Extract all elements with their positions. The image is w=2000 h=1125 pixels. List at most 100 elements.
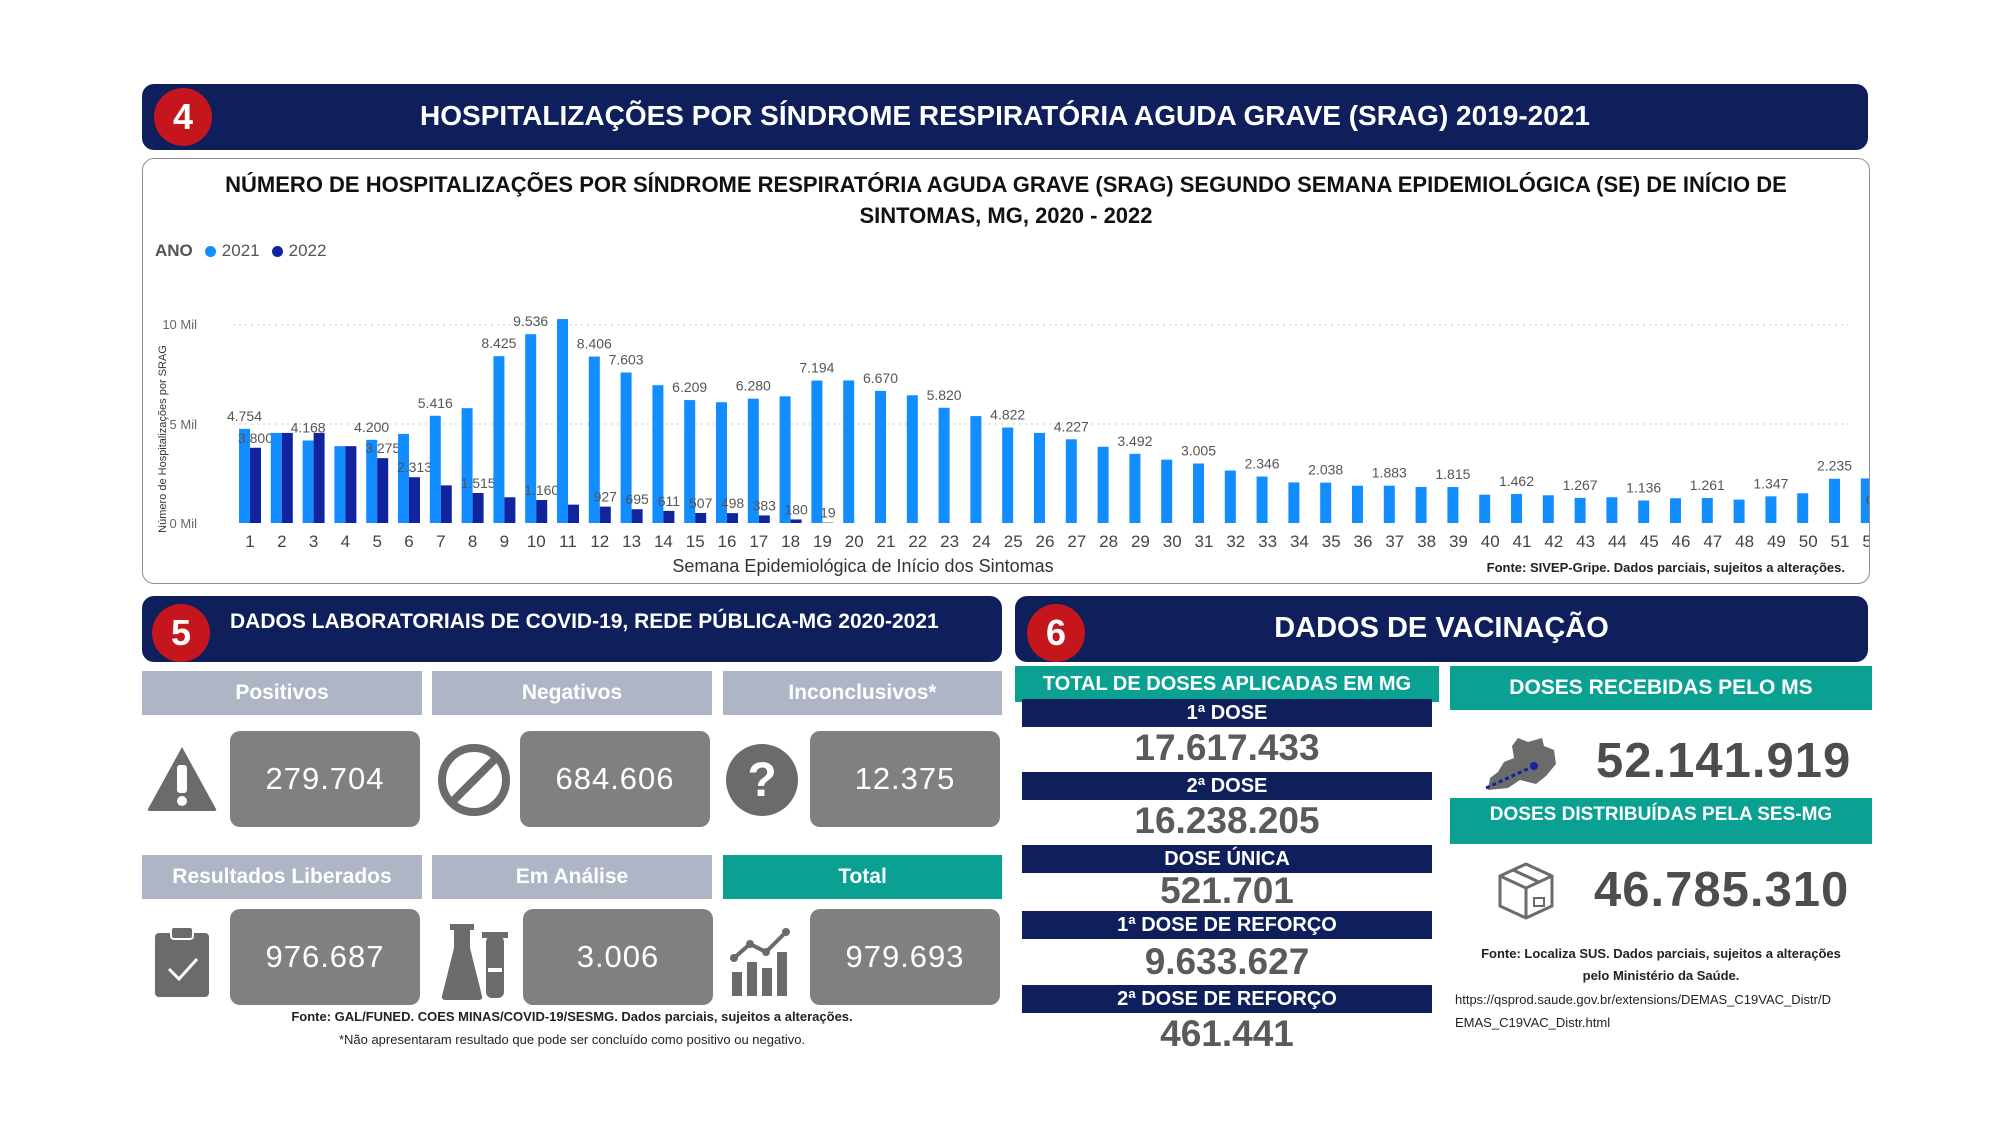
bar-2021-week-12 xyxy=(588,356,600,523)
bar-2021-week-51 xyxy=(1829,478,1840,523)
data-label-2021-week-33: 2.346 xyxy=(1245,456,1280,472)
bar-chart: Número de Hospitalizações por SRAG 10 Mi… xyxy=(157,313,1869,576)
analise-value: 3.006 xyxy=(523,909,713,1005)
bar-2021-week-29 xyxy=(1129,453,1141,523)
y-tick-5mil: 5 Mil xyxy=(170,417,198,432)
x-tick-label: 19 xyxy=(813,532,832,551)
data-label-2022-week-10: 1.160 xyxy=(524,482,559,498)
bar-2021-week-4 xyxy=(334,446,346,523)
bar-2021-week-43 xyxy=(1574,497,1586,523)
bar-2021-week-32 xyxy=(1224,470,1236,523)
bar-2021-week-52 xyxy=(1860,478,1869,523)
data-label-2021-week-25: 4.822 xyxy=(990,407,1025,423)
package-box-icon xyxy=(1496,860,1556,927)
data-label-2022-week-18: 180 xyxy=(784,501,808,517)
positivos-value: 279.704 xyxy=(230,731,420,827)
data-label-2021-week-15: 6.209 xyxy=(672,379,707,395)
svg-text:?: ? xyxy=(747,754,776,807)
bar-2021-week-22 xyxy=(906,395,918,523)
doses-distribuidas-value: 46.785.310 xyxy=(1594,863,1850,917)
data-label-2021-week-3: 4.168 xyxy=(291,419,326,435)
bar-2021-week-24 xyxy=(970,416,982,523)
chart-legend: ANO 2021 2022 xyxy=(155,241,326,261)
lab-footnote: *Não apresentaram resultado que pode ser… xyxy=(338,1032,806,1047)
dose2-value: 16.238.205 xyxy=(1134,800,1320,841)
bar-2022-week-12 xyxy=(599,506,611,523)
dose-unica-value: 521.701 xyxy=(1160,870,1294,911)
reforco2-label: 2ª DOSE DE REFORÇO xyxy=(1022,985,1432,1013)
data-label-2022-week-14: 611 xyxy=(658,493,681,509)
question-icon: ? xyxy=(724,742,800,823)
data-label-2021-week-23: 5.820 xyxy=(927,387,962,403)
inconclusivos-value: 12.375 xyxy=(810,731,1000,827)
data-label-2021-week-37: 1.883 xyxy=(1372,465,1407,481)
x-tick-label: 42 xyxy=(1544,532,1563,551)
x-tick-label: 21 xyxy=(877,532,896,551)
bar-2021-week-31 xyxy=(1193,463,1204,523)
bar-2021-week-34 xyxy=(1288,482,1300,523)
bar-2021-week-21 xyxy=(875,390,886,523)
section5-title: DADOS LABORATORIAIS DE COVID-19, REDE PÚ… xyxy=(230,610,939,633)
dose2-label: 2ª DOSE xyxy=(1022,772,1432,800)
chart-title: NÚMERO DE HOSPITALIZAÇÕES POR SÍNDROME R… xyxy=(225,172,1787,228)
total-header: Total xyxy=(723,855,1002,899)
bar-2022-week-14 xyxy=(663,510,675,523)
x-tick-label: 8 xyxy=(468,532,477,551)
bar-2021-week-35 xyxy=(1320,482,1332,523)
liberados-header: Resultados Liberados xyxy=(142,855,422,899)
bar-2021-week-49 xyxy=(1765,496,1777,523)
x-tick-label: 25 xyxy=(1004,532,1023,551)
section6-banner: 6 DADOS DE VACINAÇÃO xyxy=(1015,596,1868,662)
x-tick-label: 22 xyxy=(908,532,927,551)
legend-2021-swatch xyxy=(204,245,216,257)
x-tick-label: 31 xyxy=(1195,532,1214,551)
data-label-2022-week-5: 3.275 xyxy=(365,440,400,456)
data-label-2021-week-9: 8.425 xyxy=(481,335,516,351)
x-tick-label: 34 xyxy=(1290,532,1309,551)
data-label-2021-week-41: 1.462 xyxy=(1499,473,1534,489)
x-tick-label: 24 xyxy=(972,532,991,551)
x-tick-label: 35 xyxy=(1322,532,1341,551)
bar-2021-week-8 xyxy=(461,408,473,523)
bar-2022-week-4 xyxy=(345,446,357,523)
bar-2021-week-40 xyxy=(1479,494,1491,523)
data-label-2021-week-43: 1.267 xyxy=(1563,477,1598,493)
bar-2021-week-33 xyxy=(1256,476,1268,523)
growth-chart-icon xyxy=(728,928,794,1003)
data-label-2021-week-7: 5.416 xyxy=(418,395,453,411)
data-label-2021-week-1: 4.754 xyxy=(227,408,262,424)
data-label-2021-week-49: 1.347 xyxy=(1753,475,1788,491)
bar-2021-week-9 xyxy=(493,356,505,523)
chart-source: Fonte: SIVEP-Gripe. Dados parciais, suje… xyxy=(1486,560,1845,575)
x-tick-label: 45 xyxy=(1640,532,1659,551)
data-label-2021-week-47: 1.261 xyxy=(1690,477,1725,493)
x-tick-label: 10 xyxy=(527,532,546,551)
y-axis-label: Número de Hospitalizações por SRAG xyxy=(157,345,169,533)
legend-2022-swatch xyxy=(271,245,283,257)
x-tick-label: 20 xyxy=(845,532,864,551)
liberados-value: 976.687 xyxy=(230,909,420,1005)
bar-2021-week-50 xyxy=(1797,493,1809,523)
x-tick-label: 30 xyxy=(1163,532,1182,551)
x-tick-label: 51 xyxy=(1831,532,1850,551)
x-tick-label: 33 xyxy=(1258,532,1277,551)
x-tick-label: 11 xyxy=(559,532,577,551)
prohibited-icon xyxy=(436,742,512,823)
vac-source-line2: pelo Ministério da Saúde. xyxy=(1582,968,1740,983)
x-tick-label: 41 xyxy=(1513,532,1532,551)
x-tick-label: 7 xyxy=(436,532,445,551)
x-tick-label: 29 xyxy=(1131,532,1150,551)
section4-badge: 4 xyxy=(154,88,212,146)
bar-2021-week-45 xyxy=(1638,500,1650,523)
total-value: 979.693 xyxy=(810,909,1000,1005)
negativos-header: Negativos xyxy=(432,671,712,715)
bar-2022-week-6 xyxy=(409,477,420,523)
bar-2021-week-27 xyxy=(1065,439,1077,523)
x-tick-label: 37 xyxy=(1385,532,1404,551)
data-label-2021-week-39: 1.815 xyxy=(1435,466,1470,482)
bar-2021-week-38 xyxy=(1415,486,1427,523)
reforco1-value: 9.633.627 xyxy=(1144,941,1310,982)
dose1-value: 17.617.433 xyxy=(1134,727,1320,768)
y-tick-0mil: 0 Mil xyxy=(170,516,198,531)
x-tick-label: 43 xyxy=(1576,532,1595,551)
